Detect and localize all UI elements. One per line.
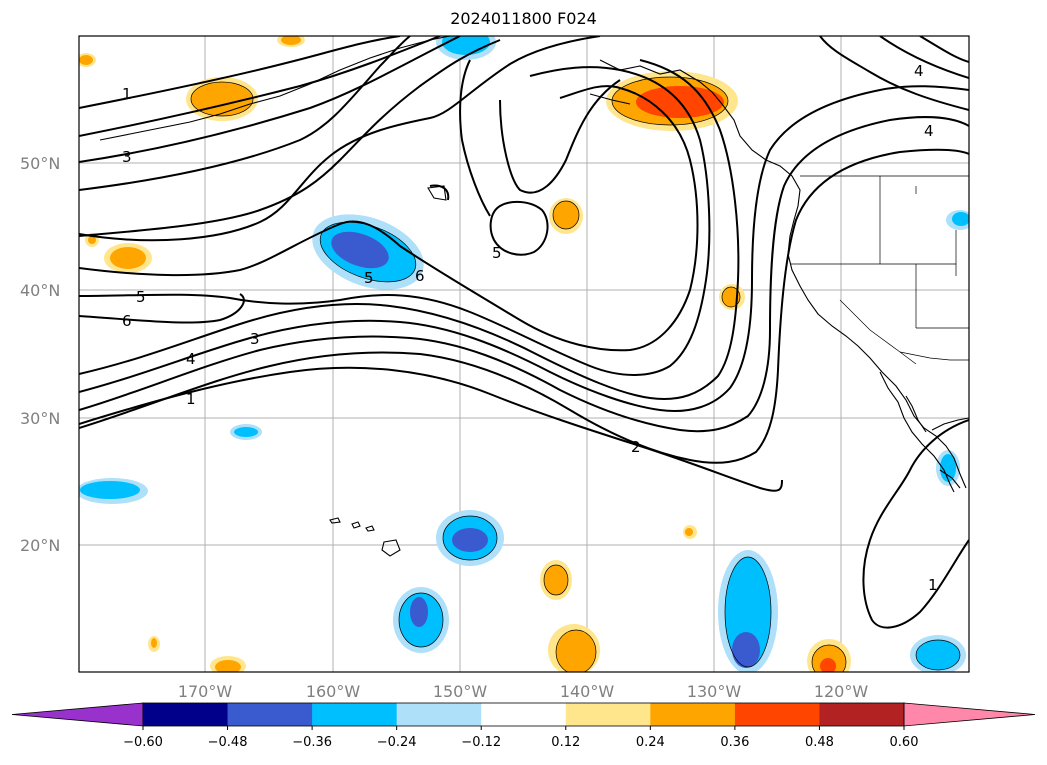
contour-label: 6 bbox=[415, 267, 425, 285]
map-frame bbox=[78, 35, 970, 673]
colorbar-tick-label: 0.36 bbox=[720, 735, 749, 750]
contour-label: 5 bbox=[136, 288, 146, 306]
political-borders bbox=[790, 175, 969, 365]
height-contours bbox=[79, 36, 969, 629]
lon-label: 160°W bbox=[306, 682, 361, 701]
contour-label: 4 bbox=[924, 122, 934, 140]
lat-label: 40°N bbox=[20, 281, 60, 300]
contour-label: 1 bbox=[928, 576, 938, 594]
colorbar-bin bbox=[819, 703, 905, 726]
colorbar-bin bbox=[565, 703, 651, 726]
colorbar-bin bbox=[734, 703, 820, 726]
colorbar-frame bbox=[142, 702, 905, 727]
contour-label: 1 bbox=[186, 390, 196, 408]
map-title: 2024011800 F024 bbox=[450, 9, 597, 28]
contour-label: 4 bbox=[186, 350, 196, 368]
colorbar-tick-label: −0.48 bbox=[208, 735, 248, 750]
colorbar-tick-label: −0.12 bbox=[461, 735, 501, 750]
longitude-labels: 170°W 160°W 150°W 140°W 130°W 120°W bbox=[178, 682, 869, 701]
lon-label: 150°W bbox=[433, 682, 488, 701]
lat-label: 50°N bbox=[20, 154, 60, 173]
colorbar-extend-max bbox=[903, 702, 1036, 727]
contour-label: 4 bbox=[914, 62, 924, 80]
colorbar-bin bbox=[227, 703, 313, 726]
contour-label: 6 bbox=[122, 312, 132, 330]
colorbar-bin bbox=[481, 703, 567, 726]
contour-label: 5 bbox=[492, 244, 502, 262]
contour-label: 3 bbox=[250, 330, 260, 348]
contour-label: 5 bbox=[364, 269, 374, 287]
lon-label: 130°W bbox=[687, 682, 742, 701]
shaded-fields bbox=[79, 36, 969, 672]
lon-label: 120°W bbox=[814, 682, 869, 701]
lat-label: 30°N bbox=[20, 409, 60, 428]
lon-label: 140°W bbox=[560, 682, 615, 701]
colorbar-tick-label: 0.24 bbox=[636, 735, 665, 750]
colorbar-tick-label: 0.48 bbox=[805, 735, 834, 750]
colorbar-bin bbox=[312, 703, 398, 726]
lon-label: 170°W bbox=[178, 682, 233, 701]
map-area bbox=[79, 36, 969, 672]
graticule bbox=[79, 36, 969, 672]
colorbar-bin bbox=[143, 703, 229, 726]
latitude-labels: 50°N 40°N 30°N 20°N bbox=[20, 154, 60, 555]
colorbar: −0.60 −0.48 −0.36 −0.24 −0.12 0.12 0.24 0.36 0.4… bbox=[11, 702, 1036, 750]
contour-labels: 1 3 5 6 4 3 1 5 6 5 4 4 2 1 bbox=[122, 62, 938, 594]
lat-label: 20°N bbox=[20, 536, 60, 555]
colorbar-tick-label: −0.24 bbox=[377, 735, 417, 750]
colorbar-tick-label: 0.60 bbox=[890, 735, 919, 750]
contour-label: 1 bbox=[122, 85, 132, 103]
colorbar-extend-min bbox=[11, 702, 144, 727]
colorbar-tick-label: −0.60 bbox=[123, 735, 163, 750]
colorbar-tick-label: −0.36 bbox=[292, 735, 332, 750]
contour-label: 2 bbox=[631, 438, 641, 456]
colorbar-bin bbox=[650, 703, 736, 726]
colorbar-tick-label: 0.12 bbox=[551, 735, 580, 750]
shade-outlines bbox=[190, 76, 961, 672]
colorbar-bin bbox=[396, 703, 482, 726]
contour-label: 3 bbox=[122, 148, 132, 166]
